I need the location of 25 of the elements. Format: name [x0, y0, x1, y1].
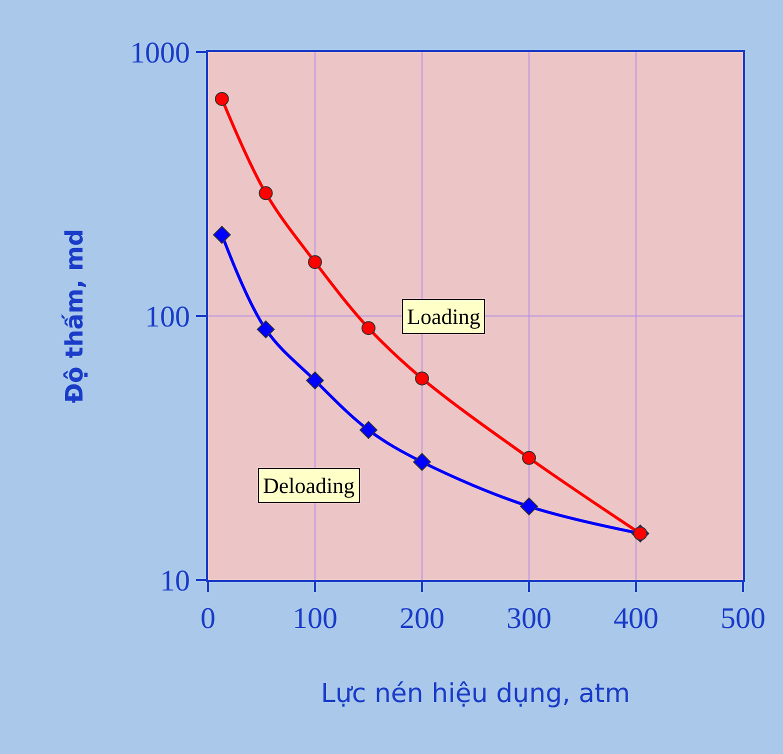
- point: [256, 320, 275, 338]
- series-label: Deloading: [263, 473, 355, 498]
- point: [360, 421, 378, 439]
- x-axis-title: Lực nén hiệu dụng, atm: [320, 679, 630, 710]
- x-tick-label: 0: [200, 602, 216, 635]
- x-tick-label: 300: [506, 602, 552, 635]
- y-tick-label: 1000: [130, 36, 190, 70]
- x-tick-label: 100: [292, 602, 338, 635]
- point: [362, 321, 376, 336]
- point: [522, 450, 536, 465]
- series-label: Loading: [407, 304, 480, 329]
- x-tick-label: 400: [614, 602, 658, 635]
- point: [415, 371, 429, 386]
- y-tick-label: 10: [160, 564, 190, 598]
- point: [306, 372, 324, 390]
- point: [308, 255, 322, 270]
- point: [212, 226, 231, 244]
- point: [413, 453, 431, 471]
- point: [520, 497, 538, 516]
- x-tick-label: 200: [400, 602, 444, 635]
- point: [258, 186, 273, 200]
- point: [214, 92, 229, 106]
- y-tick-label: 100: [145, 300, 190, 334]
- x-tick-label: 500: [720, 602, 766, 635]
- y-axis-title: Độ thấm, md: [60, 228, 89, 404]
